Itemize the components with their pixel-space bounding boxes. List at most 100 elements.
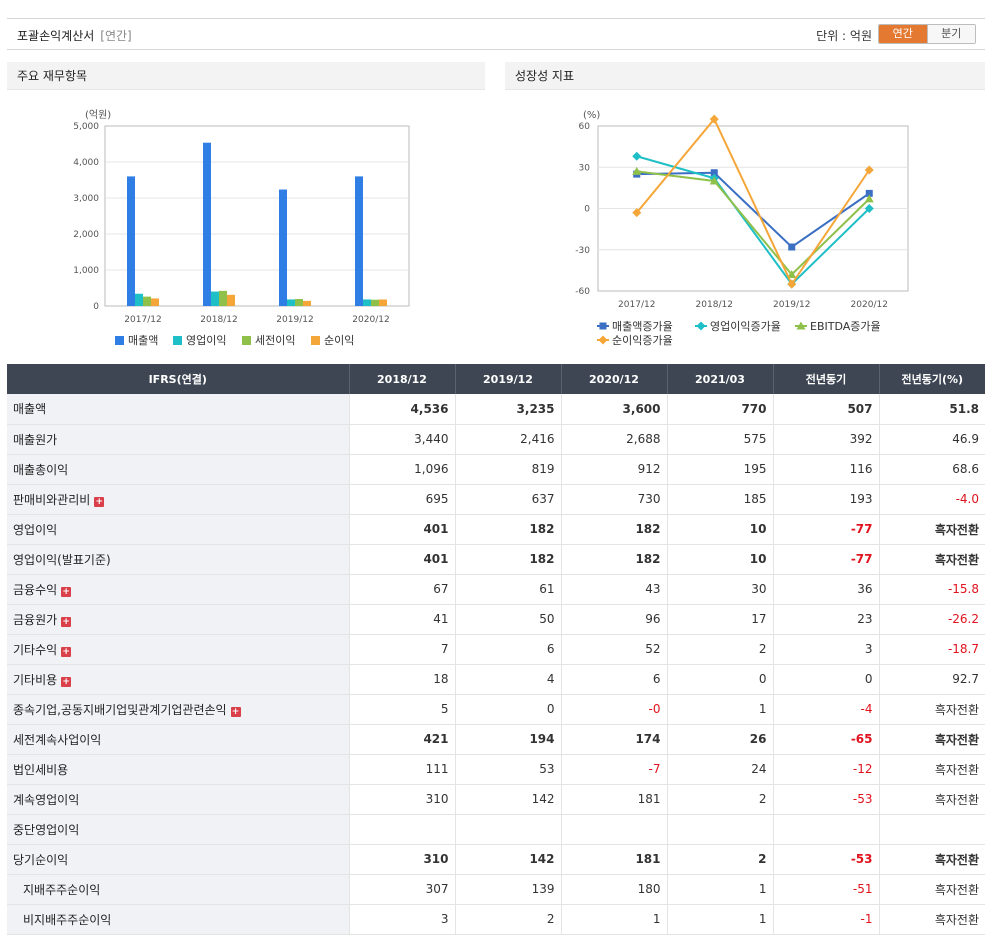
line-point-4-1 <box>632 208 642 218</box>
expand-plus-icon[interactable]: + <box>230 706 241 717</box>
bar-3-2 <box>219 290 227 306</box>
bar-3-4 <box>371 299 379 306</box>
annual-toggle-button[interactable]: 연간 <box>879 25 927 43</box>
value-cell: 0 <box>773 664 880 695</box>
row-label-cell: 영업이익 <box>7 514 350 545</box>
table-row: 기타비용 +18 4 6 0 0 92.7 <box>7 664 985 695</box>
bar-y-tick-label: 2,000 <box>73 230 99 240</box>
row-label: 기타수익 <box>13 642 58 657</box>
value-cell: 730 <box>561 484 668 515</box>
bar-2-4 <box>363 299 371 306</box>
value-cell: -77 <box>773 514 880 545</box>
value-cell: -53 <box>773 844 880 875</box>
line-point-4-3 <box>787 279 797 289</box>
value-cell: 142 <box>455 784 562 815</box>
row-label: 매출원가 <box>13 432 58 447</box>
table-row: 법인세비용 111 53 -7 24 -12 흑자전환 <box>7 754 985 785</box>
value-cell: 흑자전환 <box>879 844 985 875</box>
table-row: 중단영업이익 <box>7 814 985 845</box>
statement-header: 포괄손익계산서 [연간] 단위 : 억원 연간 분기 <box>7 18 985 50</box>
row-label: 기타비용 <box>13 672 58 687</box>
value-cell: -4 <box>773 694 880 725</box>
value-cell: 43 <box>561 574 668 605</box>
row-label: 금융수익 <box>13 582 58 597</box>
table-row: 종속기업,공동지배기업및관계기업관련손익 +5 0 -0 1 -4 흑자전환 <box>7 694 985 725</box>
line-legend-label: 매출액증가율 <box>612 320 673 333</box>
row-label: 매출액 <box>13 402 47 417</box>
row-label: 종속기업,공동지배기업및관계기업관련손익 <box>13 702 227 717</box>
line-x-tick-label: 2018/12 <box>696 300 733 310</box>
row-label-cell: 법인세비용 <box>7 754 350 785</box>
value-cell: 401 <box>349 514 456 545</box>
value-cell: 흑자전환 <box>879 754 985 785</box>
row-label: 영업이익(발표기준) <box>13 552 111 567</box>
value-cell: 0 <box>455 694 562 725</box>
row-label: 법인세비용 <box>13 762 69 777</box>
value-cell: -51 <box>773 874 880 905</box>
expand-plus-icon[interactable]: + <box>61 676 72 687</box>
row-label-cell: 매출원가 <box>7 424 350 455</box>
value-cell <box>455 814 562 845</box>
row-label: 계속영업이익 <box>13 792 80 807</box>
table-row: 당기순이익 310 142 181 2 -53 흑자전환 <box>7 844 985 875</box>
row-label-cell[interactable]: 기타비용 + <box>7 664 350 695</box>
value-cell: -26.2 <box>879 604 985 635</box>
line-legend-label: 순이익증가율 <box>612 334 673 347</box>
bar-y-tick-label: 5,000 <box>73 122 99 132</box>
value-cell: 53 <box>455 754 562 785</box>
value-cell: 182 <box>561 544 668 575</box>
value-cell: 흑자전환 <box>879 514 985 545</box>
value-cell: 흑자전환 <box>879 544 985 575</box>
row-label-cell[interactable]: 금융원가 + <box>7 604 350 635</box>
value-cell: 24 <box>667 754 774 785</box>
row-label-cell: 세전계속사업이익 <box>7 724 350 755</box>
value-cell: 흑자전환 <box>879 904 985 935</box>
line-legend-marker <box>599 322 607 330</box>
bar-4-3 <box>303 300 311 306</box>
value-cell: 310 <box>349 784 456 815</box>
expand-plus-icon[interactable]: + <box>61 586 72 597</box>
value-cell: 6 <box>561 664 668 695</box>
value-cell: 310 <box>349 844 456 875</box>
bar-legend-label: 영업이익 <box>186 334 226 347</box>
row-label-cell[interactable]: 금융수익 + <box>7 574 350 605</box>
expand-plus-icon[interactable]: + <box>61 646 72 657</box>
period-toggle: 연간 분기 <box>878 24 976 44</box>
bar-legend-swatch <box>115 336 124 345</box>
value-cell: 흑자전환 <box>879 694 985 725</box>
value-cell: 92.7 <box>879 664 985 695</box>
row-label-cell[interactable]: 판매비와관리비 + <box>7 484 350 515</box>
value-cell: -0 <box>561 694 668 725</box>
period-tag: [연간] <box>100 29 132 43</box>
column-header-period: 2021/03 <box>667 364 774 394</box>
bar-y-tick-label: 1,000 <box>73 266 99 276</box>
bar-4-4 <box>379 299 387 306</box>
value-cell: 182 <box>455 544 562 575</box>
column-header-period: 전년동기(%) <box>879 364 985 394</box>
value-cell: -4.0 <box>879 484 985 515</box>
table-row: 매출총이익 1,096 819 912 195 116 68.6 <box>7 454 985 485</box>
expand-plus-icon[interactable]: + <box>61 616 72 627</box>
row-label-cell: 비지배주주순이익 <box>7 904 350 935</box>
value-cell: 3,235 <box>455 394 562 425</box>
value-cell: 116 <box>773 454 880 485</box>
row-label-cell[interactable]: 종속기업,공동지배기업및관계기업관련손익 + <box>7 694 350 725</box>
value-cell: 52 <box>561 634 668 665</box>
quarter-toggle-button[interactable]: 분기 <box>926 25 975 43</box>
bar-4-2 <box>227 294 235 306</box>
row-label-cell: 영업이익(발표기준) <box>7 544 350 575</box>
line-y-tick-label: -60 <box>575 287 590 297</box>
value-cell: 193 <box>773 484 880 515</box>
expand-plus-icon[interactable]: + <box>94 496 105 507</box>
table-row: 계속영업이익 310 142 181 2 -53 흑자전환 <box>7 784 985 815</box>
value-cell: 194 <box>455 724 562 755</box>
value-cell: -7 <box>561 754 668 785</box>
row-label-cell[interactable]: 기타수익 + <box>7 634 350 665</box>
line-y-tick-label: 0 <box>584 205 590 215</box>
line-x-tick-label: 2019/12 <box>773 300 810 310</box>
value-cell: 50 <box>455 604 562 635</box>
value-cell: 흑자전환 <box>879 724 985 755</box>
value-cell: 46.9 <box>879 424 985 455</box>
value-cell: 30 <box>667 574 774 605</box>
value-cell: 6 <box>455 634 562 665</box>
